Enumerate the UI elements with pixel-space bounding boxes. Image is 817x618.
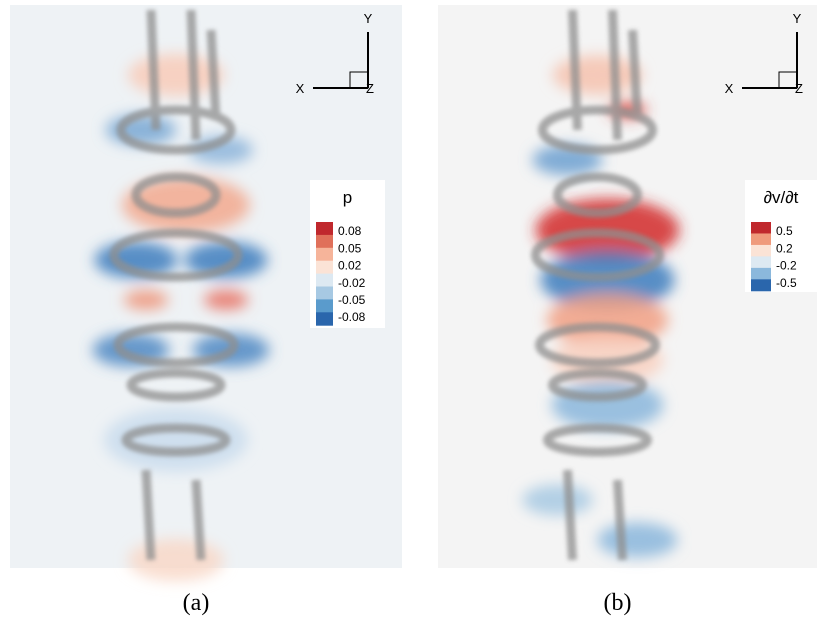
contour-patch: [598, 523, 678, 558]
colorbar-swatch: [751, 245, 771, 257]
colorbar-title: ∂v/∂t: [764, 188, 799, 207]
panel-label: (b): [604, 590, 632, 616]
colorbar-tick-label: 0.2: [776, 241, 793, 255]
colorbar-swatch: [316, 299, 333, 312]
colorbar-swatch: [751, 268, 771, 280]
panel-label: (a): [183, 590, 210, 616]
colorbar-tick-label: 0.08: [338, 224, 362, 238]
colorbar-tick-label: -0.08: [338, 310, 366, 324]
axis-label: X: [296, 81, 305, 96]
colorbar-tick-label: 0.05: [338, 241, 362, 255]
colorbar-tick-label: -0.02: [338, 276, 366, 290]
contour-patch: [552, 381, 664, 430]
colorbar-swatch: [316, 261, 333, 274]
colorbar-title: p: [343, 188, 352, 207]
vortex-filament: [191, 10, 196, 140]
contour-patch: [204, 290, 249, 310]
vortex-filament: [196, 480, 201, 560]
colorbar-swatch: [316, 287, 333, 300]
contour-patch: [522, 485, 592, 516]
vortex-filament: [613, 10, 618, 140]
colorbar-swatch: [751, 279, 771, 291]
colorbar-swatch: [751, 256, 771, 268]
colorbar-tick-label: -0.05: [338, 293, 366, 307]
contour-patch: [128, 539, 224, 581]
colorbar-tick-label: 0.02: [338, 259, 362, 273]
colorbar-swatch: [316, 312, 333, 325]
colorbar-swatch: [316, 248, 333, 261]
contour-patch: [553, 55, 643, 94]
axis-label: Z: [795, 81, 803, 96]
figure: Y X Zp 0.08 0.05 0.02 -0.02 -0.05 -0.08 (a) Y X Z ∂v/…: [0, 0, 817, 618]
colorbar-tick-label: -0.5: [776, 276, 797, 290]
vortex-filament: [633, 30, 638, 120]
colorbar-tick-label: 0.5: [776, 224, 793, 238]
axis-label: Z: [366, 81, 374, 96]
colorbar-swatch: [316, 235, 333, 248]
colorbar-tick-label: -0.2: [776, 259, 797, 273]
colorbar-swatch: [751, 222, 771, 234]
vortex-filament: [146, 470, 151, 560]
vortex-filament: [211, 30, 216, 120]
axis-label: Y: [364, 11, 373, 26]
vortex-filament: [573, 10, 578, 130]
axis-label: X: [725, 81, 734, 96]
vortex-filament: [618, 480, 623, 560]
colorbar-swatch: [751, 233, 771, 245]
contour-patch: [124, 290, 169, 310]
vortex-filament: [568, 470, 573, 560]
colorbar-swatch: [316, 274, 333, 287]
axis-label: Y: [793, 11, 802, 26]
colorbar-swatch: [316, 222, 333, 235]
vortex-filament: [151, 10, 156, 130]
